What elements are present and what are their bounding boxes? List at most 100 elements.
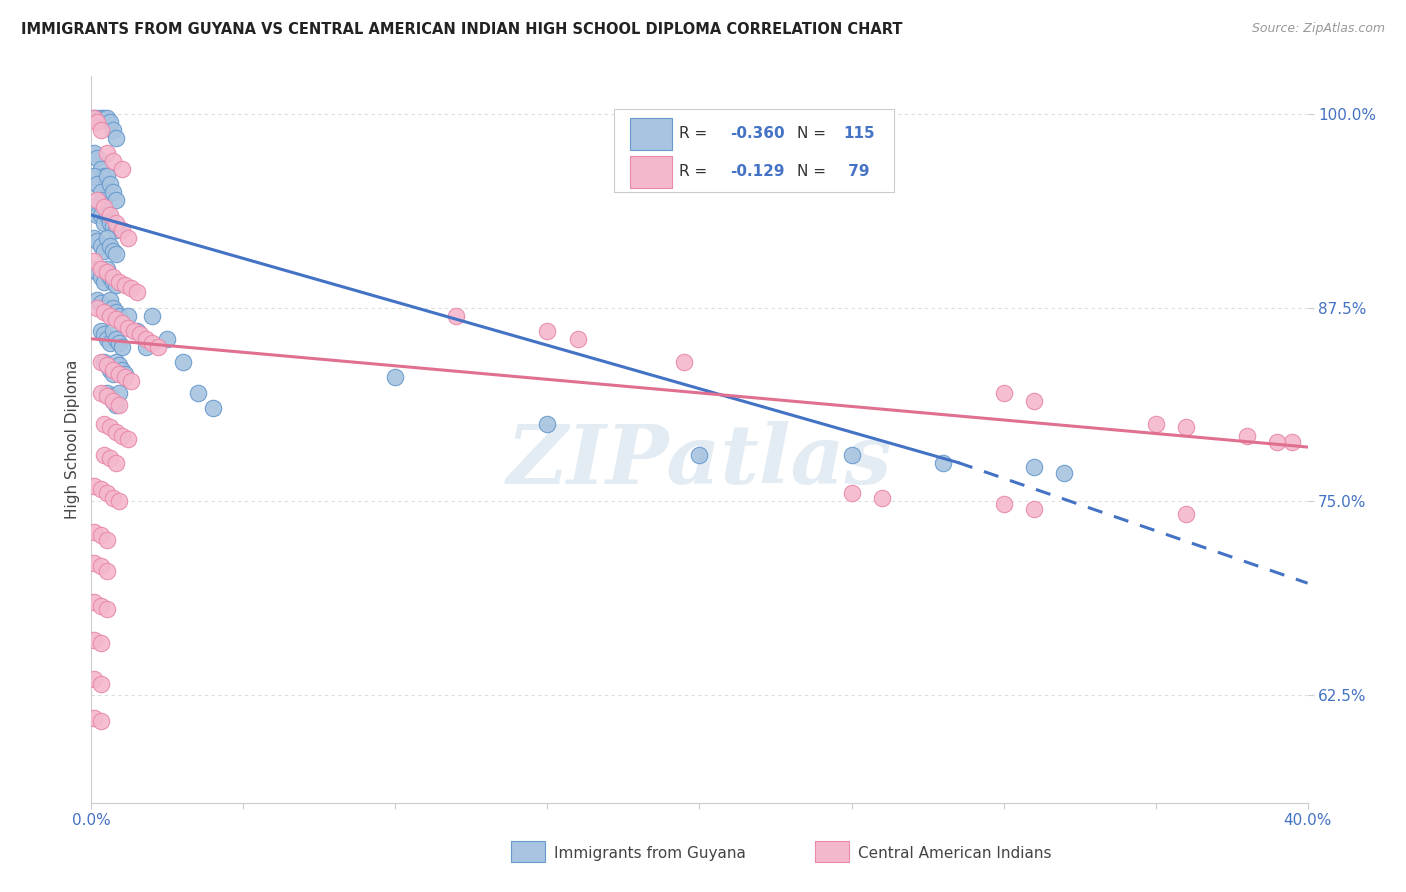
Point [93,301,115,315]
Point [83,595,105,609]
Text: IMMIGRANTS FROM GUYANA VS CENTRAL AMERICAN INDIAN HIGH SCHOOL DIPLOMA CORRELATIO: IMMIGRANTS FROM GUYANA VS CENTRAL AMERIC… [21,22,903,37]
Point [993,497,1015,511]
Point [104,277,127,292]
Point [93,169,115,184]
Point [83,231,105,245]
Point [89,324,111,338]
Point [101,491,124,505]
Point [841,448,863,462]
Point [83,633,105,648]
Point [384,370,406,384]
Point [86,115,108,129]
Point [117,321,139,335]
Point [89,269,111,284]
Point [93,275,115,289]
Point [111,339,134,353]
Point [135,339,157,353]
Point [93,244,115,258]
Point [1022,502,1045,516]
Point [104,355,127,369]
Point [98,269,121,284]
Text: N =: N = [797,164,831,179]
Point [96,262,118,277]
Point [83,262,105,277]
Point [114,277,136,292]
Point [117,309,139,323]
Point [89,676,111,690]
Point [107,309,129,323]
Point [89,262,111,277]
Point [89,208,111,222]
Point [101,185,124,199]
Point [98,115,121,129]
Point [101,123,124,137]
Point [111,316,134,330]
Text: Source: ZipAtlas.com: Source: ZipAtlas.com [1251,22,1385,36]
Point [93,193,115,207]
Point [101,269,124,284]
Point [114,368,136,382]
Point [86,265,108,279]
Point [107,358,129,372]
Point [93,448,115,462]
FancyBboxPatch shape [630,118,672,150]
Point [96,305,118,319]
Point [1174,507,1197,521]
Point [870,491,893,505]
Point [89,482,111,496]
Point [202,401,225,416]
Point [93,111,115,125]
Point [107,368,129,382]
Text: -0.360: -0.360 [730,126,785,141]
Point [93,305,115,319]
Point [89,123,111,137]
Point [688,448,710,462]
Point [98,389,121,403]
Point [129,327,152,342]
Point [89,296,111,310]
Point [86,111,108,125]
Text: -0.129: -0.129 [730,164,785,179]
Point [101,393,124,408]
Point [96,111,118,125]
Point [83,200,105,214]
Point [86,193,108,207]
Point [104,425,127,439]
Point [96,332,118,346]
Point [89,355,111,369]
Point [120,281,142,295]
Point [83,479,105,493]
Text: R =: R = [679,126,711,141]
Point [83,111,105,125]
Point [89,161,111,176]
Point [98,293,121,307]
Point [104,332,127,346]
Point [96,265,118,279]
Point [96,208,118,222]
Bar [815,840,849,863]
Point [104,193,127,207]
Point [1281,435,1303,450]
Point [101,219,124,233]
Text: ZIPatlas: ZIPatlas [506,421,893,501]
Point [101,324,124,338]
Point [120,374,142,388]
Point [567,332,589,346]
Text: Immigrants from Guyana: Immigrants from Guyana [554,847,745,861]
Point [1053,467,1076,481]
Point [96,486,118,500]
FancyBboxPatch shape [630,156,672,187]
Text: 79: 79 [844,164,869,179]
Point [83,146,105,161]
Point [156,332,179,346]
Point [86,235,108,249]
Point [931,456,953,470]
Point [125,285,148,300]
Point [98,450,121,465]
Point [101,244,124,258]
Point [114,370,136,384]
Point [135,332,157,346]
Point [96,358,118,372]
Point [104,398,127,412]
Point [104,456,127,470]
